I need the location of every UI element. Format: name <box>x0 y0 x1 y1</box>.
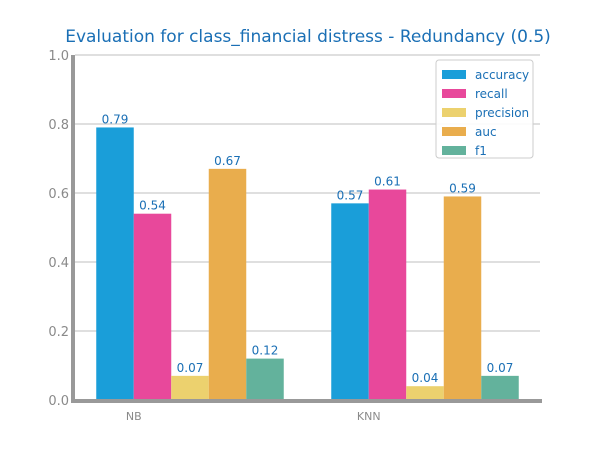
data-label: 0.57 <box>337 188 364 202</box>
legend-label-accuracy: accuracy <box>475 68 529 82</box>
legend-swatch-recall <box>442 89 466 98</box>
legend-swatch-f1 <box>442 146 466 155</box>
bar-precision-KNN <box>406 386 444 400</box>
legend-swatch-accuracy <box>442 70 466 79</box>
bar-f1-NB <box>246 359 284 400</box>
data-label: 0.04 <box>412 371 439 385</box>
legend-label-recall: recall <box>475 87 508 101</box>
data-label: 0.61 <box>374 175 401 189</box>
x-tick-label: NB <box>126 410 142 423</box>
legend-swatch-auc <box>442 127 466 136</box>
data-label: 0.59 <box>449 181 476 195</box>
y-tick-label: 0.2 <box>48 325 69 340</box>
bar-precision-NB <box>171 376 209 400</box>
chart-title: Evaluation for class_financial distress … <box>65 27 551 47</box>
y-tick-label: 0.6 <box>48 187 69 202</box>
bar-recall-NB <box>134 214 172 400</box>
legend-label-auc: auc <box>475 125 497 139</box>
y-tick-label: 0.4 <box>48 256 69 271</box>
data-label: 0.54 <box>139 199 166 213</box>
legend: accuracy recall precision auc f1 <box>436 60 533 158</box>
y-tick-label: 1.0 <box>48 49 69 64</box>
y-tick-label: 0.0 <box>48 394 69 409</box>
data-label: 0.07 <box>487 361 514 375</box>
data-label: 0.12 <box>252 344 279 358</box>
legend-label-f1: f1 <box>475 144 487 158</box>
bar-auc-NB <box>209 169 247 400</box>
data-label: 0.07 <box>177 361 204 375</box>
bar-f1-KNN <box>481 376 519 400</box>
bar-accuracy-KNN <box>331 203 369 400</box>
bars <box>96 127 519 400</box>
x-tick-label: KNN <box>357 410 381 423</box>
data-label: 0.79 <box>102 112 129 126</box>
bar-auc-KNN <box>444 196 482 400</box>
legend-label-precision: precision <box>475 106 529 120</box>
data-label: 0.67 <box>214 154 241 168</box>
y-tick-label: 0.8 <box>48 118 69 133</box>
bar-recall-KNN <box>369 190 407 400</box>
bar-accuracy-NB <box>96 127 134 400</box>
legend-swatch-precision <box>442 108 466 117</box>
